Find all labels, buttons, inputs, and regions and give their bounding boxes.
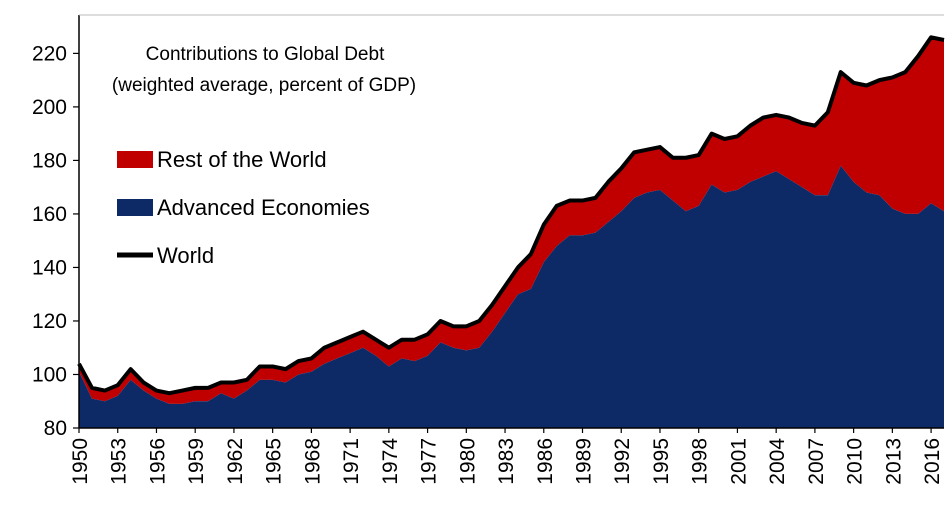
x-tick-label: 1959 [185, 438, 208, 485]
x-tick-label: 1977 [418, 438, 441, 485]
plot-lines [77, 35, 945, 396]
y-tick-label: 80 [44, 417, 67, 440]
area-advanced-economies [79, 165, 944, 428]
chart-title-line-2: (weighted average, percent of GDP) [112, 75, 416, 96]
line-world [77, 35, 945, 396]
y-tick-label: 200 [32, 96, 67, 119]
y-tick-label: 180 [32, 149, 67, 172]
x-tick-label: 1974 [379, 438, 402, 485]
legend: Rest of the World Advanced Economies Wor… [117, 147, 370, 268]
legend-label-advanced-economies: Advanced Economies [157, 195, 370, 220]
x-tick-label: 1965 [263, 438, 286, 485]
y-tick-label: 220 [32, 42, 67, 65]
x-tick-label: 2001 [727, 438, 750, 485]
x-tick-label: 1950 [69, 438, 92, 485]
axes [78, 14, 944, 429]
x-axis-ticks: 1950 1953 1956 1959 1962 1965 1968 1971 1974 1977… [69, 428, 944, 485]
x-tick-label: 1995 [650, 438, 673, 485]
x-tick-label: 2013 [882, 438, 905, 485]
x-tick-label: 2004 [766, 438, 789, 485]
chart-title-line-1: Contributions to Global Debt [146, 44, 385, 65]
y-axis-ticks: 80 100 120 140 160 180 200 220 [32, 42, 79, 440]
x-tick-label: 2007 [805, 438, 828, 485]
x-tick-label: 1989 [573, 438, 596, 485]
legend-label-rest-of-world: Rest of the World [157, 147, 327, 172]
x-tick-label: 2010 [844, 438, 867, 485]
y-tick-label: 160 [32, 203, 67, 226]
x-tick-label: 2016 [921, 438, 944, 485]
legend-swatch-advanced-economies [117, 199, 153, 216]
plot-areas [79, 37, 944, 428]
legend-label-world: World [157, 243, 214, 268]
x-tick-label: 1968 [301, 438, 324, 485]
x-tick-label: 1956 [146, 438, 169, 485]
x-tick-label: 1953 [108, 438, 131, 485]
x-tick-label: 1971 [340, 438, 363, 485]
legend-swatch-rest-of-world [117, 151, 153, 168]
x-tick-label: 1992 [611, 438, 634, 485]
x-tick-label: 1998 [689, 438, 712, 485]
x-tick-label: 1962 [224, 438, 247, 485]
chart-title: Contributions to Global Debt (weighted a… [112, 44, 416, 96]
y-tick-label: 100 [32, 363, 67, 386]
x-tick-label: 1983 [495, 438, 518, 485]
x-tick-label: 1980 [456, 438, 479, 485]
y-tick-label: 120 [32, 310, 67, 333]
y-tick-label: 140 [32, 256, 67, 279]
x-tick-label: 1986 [534, 438, 557, 485]
